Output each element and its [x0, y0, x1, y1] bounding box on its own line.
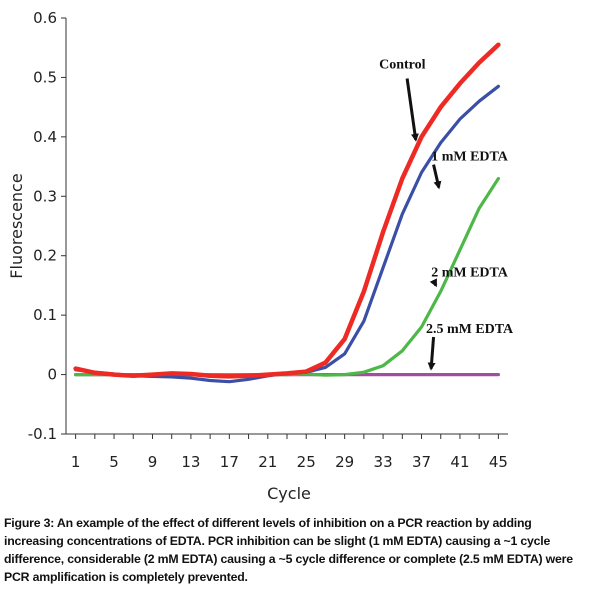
y-tick-label: 0.5 [33, 68, 57, 86]
y-axis-title: Fluorescence [7, 173, 26, 278]
y-tick-label: -0.1 [28, 425, 57, 443]
y-tick-label: 0.6 [33, 9, 57, 27]
x-tick-label: 17 [220, 453, 239, 471]
annotation-label: 2.5 mM EDTA [426, 322, 514, 337]
annotation-label: 1 mM EDTA [431, 150, 509, 165]
x-tick-label: 45 [489, 453, 508, 471]
chart-series-group [73, 42, 501, 384]
y-tick-label: 0.1 [33, 306, 57, 324]
annotation-label: Control [379, 58, 426, 73]
chart-annotations: Control 1 mM EDTA 2 mM EDTA 2.5 mM EDTA [379, 58, 514, 371]
figure-caption: Figure 3: An example of the effect of di… [4, 516, 573, 584]
x-tick-label: 1 [71, 453, 81, 471]
annotation-arrow [429, 278, 438, 288]
x-tick-label: 33 [374, 453, 393, 471]
x-tick-label: 5 [109, 453, 119, 471]
annotation-arrow [432, 164, 442, 190]
x-tick-label: 21 [258, 453, 277, 471]
x-tick-label: 13 [181, 453, 200, 471]
series-line-control [73, 42, 501, 379]
x-tick-label: 41 [450, 453, 469, 471]
x-tick-label: 29 [335, 453, 354, 471]
y-tick-label: 0.3 [33, 187, 57, 205]
chart-axes: -0.1 0 0.1 0.2 0.3 0.4 0.5 0.6 1 5 9 13 17 21 25 29 33 37… [28, 9, 508, 471]
x-tick-label: 37 [412, 453, 431, 471]
x-axis-title: Cycle [267, 484, 311, 503]
chart-svg: -0.1 0 0.1 0.2 0.3 0.4 0.5 0.6 1 5 9 13 17 21 25 29 33 37… [7, 9, 514, 503]
y-tick-label: 0 [47, 366, 57, 384]
annotation-arrow [427, 336, 436, 371]
y-tick-label: 0.4 [33, 128, 57, 146]
x-tick-label: 9 [148, 453, 158, 471]
annotation-label: 2 mM EDTA [431, 266, 509, 281]
x-tick-label: 25 [297, 453, 316, 471]
annotation-arrow [405, 78, 419, 142]
y-tick-label: 0.2 [33, 247, 57, 265]
